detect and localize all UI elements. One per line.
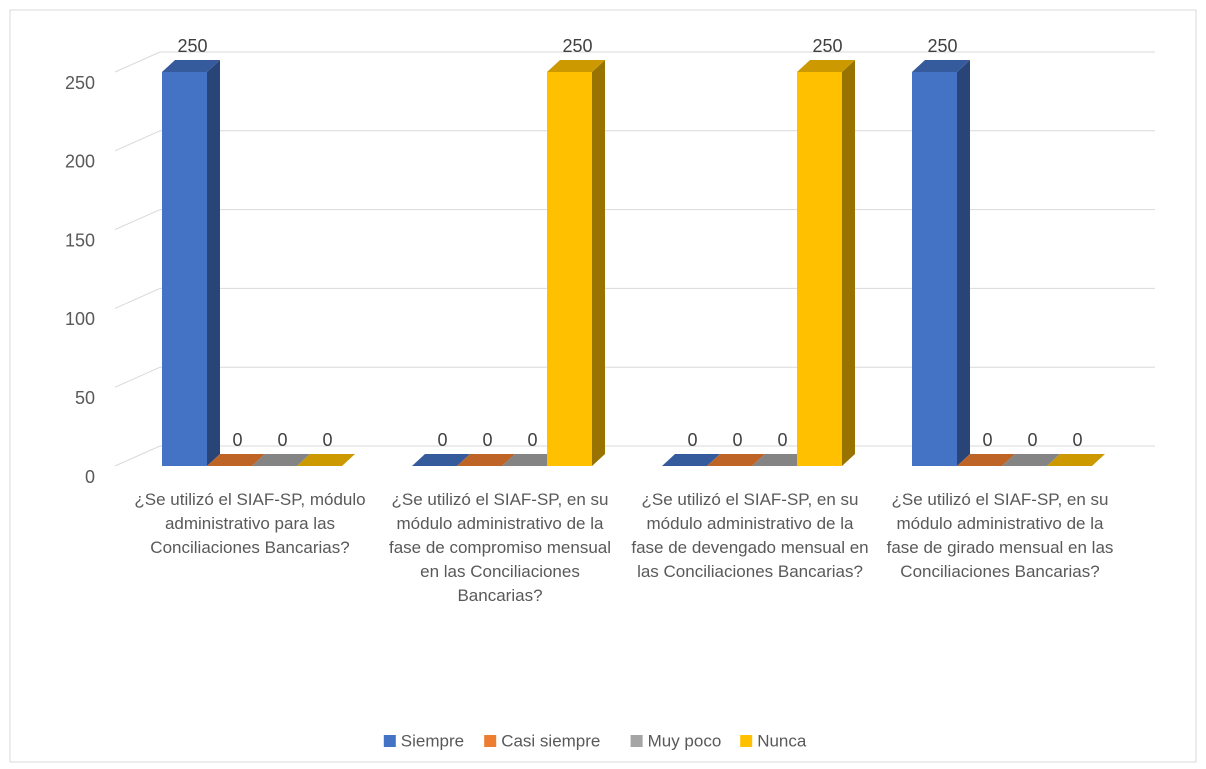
bar (457, 454, 515, 466)
bar (162, 60, 220, 466)
bar-top (957, 454, 1015, 466)
bar-top (547, 60, 605, 72)
legend-label: Nunca (757, 731, 807, 750)
legend-swatch (484, 735, 497, 747)
bar-top (912, 60, 970, 72)
x-tick-label: ¿Se utilizó el SIAF-SP, en su módulo adm… (388, 490, 612, 605)
y-tick-label: 200 (65, 152, 95, 172)
data-label: 0 (482, 430, 492, 450)
legend-label: Muy poco (648, 731, 722, 750)
bar-top (797, 60, 855, 72)
x-tick-label: ¿Se utilizó el SIAF-SP, módulo administr… (134, 490, 366, 557)
data-label: 0 (1027, 430, 1037, 450)
y-tick-label: 0 (85, 467, 95, 487)
bar-top (662, 454, 720, 466)
data-label: 0 (732, 430, 742, 450)
bar (297, 454, 355, 466)
legend-swatch (630, 735, 643, 747)
bar-top (1002, 454, 1060, 466)
bar (547, 60, 605, 466)
x-tick-label: ¿Se utilizó el SIAF-SP, en su módulo adm… (886, 490, 1114, 581)
grid-line (114, 130, 161, 152)
bar-top (752, 454, 810, 466)
grid-line (114, 445, 161, 467)
data-label: 0 (322, 430, 332, 450)
bar-top (207, 454, 265, 466)
bar-front (797, 72, 842, 466)
bar (207, 454, 265, 466)
y-tick-label: 250 (65, 73, 95, 93)
bar-side (207, 60, 220, 466)
bar (707, 454, 765, 466)
data-label: 250 (927, 36, 957, 56)
y-tick-label: 50 (75, 388, 95, 408)
bar-top (502, 454, 560, 466)
bar-top (457, 454, 515, 466)
bar (412, 454, 470, 466)
legend-swatch (740, 735, 753, 747)
bar-top (162, 60, 220, 72)
legend-swatch (383, 735, 396, 747)
data-label: 250 (177, 36, 207, 56)
bar-front (162, 72, 207, 466)
bar (957, 454, 1015, 466)
bar (752, 454, 810, 466)
data-label: 250 (812, 36, 842, 56)
data-label: 250 (562, 36, 592, 56)
bar-front (547, 72, 592, 466)
bar (502, 454, 560, 466)
data-label: 0 (777, 430, 787, 450)
bar-side (592, 60, 605, 466)
bar-side (842, 60, 855, 466)
bar (1002, 454, 1060, 466)
bar-top (412, 454, 470, 466)
bar (252, 454, 310, 466)
data-label: 0 (232, 430, 242, 450)
data-label: 0 (527, 430, 537, 450)
bar (797, 60, 855, 466)
data-label: 0 (277, 430, 287, 450)
data-label: 0 (687, 430, 697, 450)
grid-line (114, 287, 161, 309)
y-tick-label: 150 (65, 230, 95, 250)
bar (662, 454, 720, 466)
chart-border (9, 9, 1197, 763)
bar-top (707, 454, 765, 466)
data-label: 0 (1072, 430, 1082, 450)
y-tick-label: 100 (65, 309, 95, 329)
grid-line (114, 51, 161, 73)
data-label: 0 (982, 430, 992, 450)
legend-label: Siempre (401, 731, 464, 750)
bar (1047, 454, 1105, 466)
grid-line (114, 209, 161, 231)
grid-line (114, 366, 161, 388)
x-tick-label: ¿Se utilizó el SIAF-SP, en su módulo adm… (631, 490, 869, 581)
bar-top (252, 454, 310, 466)
bar (912, 60, 970, 466)
bar-front (912, 72, 957, 466)
bar-side (957, 60, 970, 466)
bar-top (297, 454, 355, 466)
bar-top (1047, 454, 1105, 466)
legend-label: Casi siempre (501, 731, 600, 750)
data-label: 0 (437, 430, 447, 450)
